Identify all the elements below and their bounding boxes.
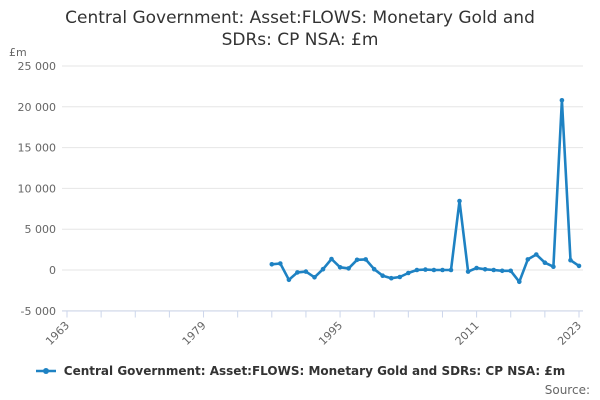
plot-area: -5 000 0 5 000 10 000 15 000 20 000 25 000 1963… (18, 60, 585, 348)
series-point-marker[interactable] (534, 252, 539, 257)
series-point-marker[interactable] (389, 275, 394, 281)
series-point-marker[interactable] (576, 263, 582, 269)
series-point-marker[interactable] (457, 198, 462, 204)
series-point-marker[interactable] (371, 266, 377, 272)
series-point-marker[interactable] (414, 267, 420, 273)
y-axis-tick-label: 10 000 (18, 182, 57, 195)
legend-series-label: Central Government: Asset:FLOWS: Monetar… (63, 364, 566, 378)
x-axis-tick-label: 2023 (555, 319, 584, 348)
source-label: Source: (544, 383, 590, 397)
series-point-marker[interactable] (499, 268, 505, 274)
series-point-marker[interactable] (542, 260, 548, 266)
series-point-marker[interactable] (525, 257, 531, 262)
series-point-marker[interactable] (286, 277, 292, 283)
y-axis-tick-label: 25 000 (18, 60, 57, 73)
series-point-marker[interactable] (448, 267, 454, 273)
y-axis-tick-label: 15 000 (18, 142, 57, 155)
y-axis-tick-label: 0 (49, 264, 56, 277)
legend-line-marker-icon (35, 368, 56, 374)
series-point-marker[interactable] (474, 265, 479, 271)
series-point-marker[interactable] (278, 261, 283, 266)
x-axis-tick-label: 1963 (43, 319, 72, 348)
series-point-marker[interactable] (491, 267, 497, 273)
y-axis-tick-label: -5 000 (21, 305, 56, 318)
series-point-marker[interactable] (269, 262, 275, 267)
series-point-marker[interactable] (482, 267, 488, 272)
series-point-marker[interactable] (303, 269, 309, 274)
legend[interactable]: Central Government: Asset:FLOWS: Monetar… (0, 362, 600, 380)
series-point-marker[interactable] (295, 270, 300, 275)
series-point-marker[interactable] (363, 257, 369, 262)
series-point-marker[interactable] (440, 267, 445, 273)
chart-title-line2: SDRs: CP NSA: £m (221, 30, 379, 51)
series-point-marker[interactable] (517, 279, 522, 285)
series-point-marker[interactable] (397, 274, 403, 280)
series-point-marker[interactable] (551, 264, 556, 270)
x-axis-tick-label: 2011 (453, 319, 482, 348)
series-point-marker[interactable] (354, 257, 360, 263)
x-axis-tick-label: 1995 (316, 319, 345, 348)
series-point-marker[interactable] (406, 270, 411, 276)
chart-title: Central Government: Asset:FLOWS: Monetar… (0, 7, 600, 51)
series-point-marker[interactable] (329, 256, 334, 262)
series-point-marker[interactable] (380, 273, 386, 279)
series-point-marker[interactable] (423, 267, 428, 272)
series-point-marker[interactable] (465, 269, 471, 274)
series-point-marker[interactable] (508, 268, 513, 274)
series-point-marker[interactable] (568, 257, 573, 263)
chart-title-line1: Central Government: Asset:FLOWS: Monetar… (65, 8, 535, 28)
series-point-marker[interactable] (320, 266, 326, 272)
y-axis-tick-label: 5 000 (25, 223, 57, 236)
series-point-marker[interactable] (559, 98, 565, 103)
x-axis-tick-label: 1979 (180, 319, 209, 348)
series-point-marker[interactable] (431, 267, 437, 273)
y-axis-tick-label: 20 000 (18, 101, 57, 114)
series-line[interactable] (270, 99, 581, 284)
series-point-marker[interactable] (337, 265, 343, 270)
series-point-marker[interactable] (346, 266, 351, 271)
y-axis-unit-label: £m (9, 46, 27, 59)
series-point-marker[interactable] (312, 275, 317, 280)
